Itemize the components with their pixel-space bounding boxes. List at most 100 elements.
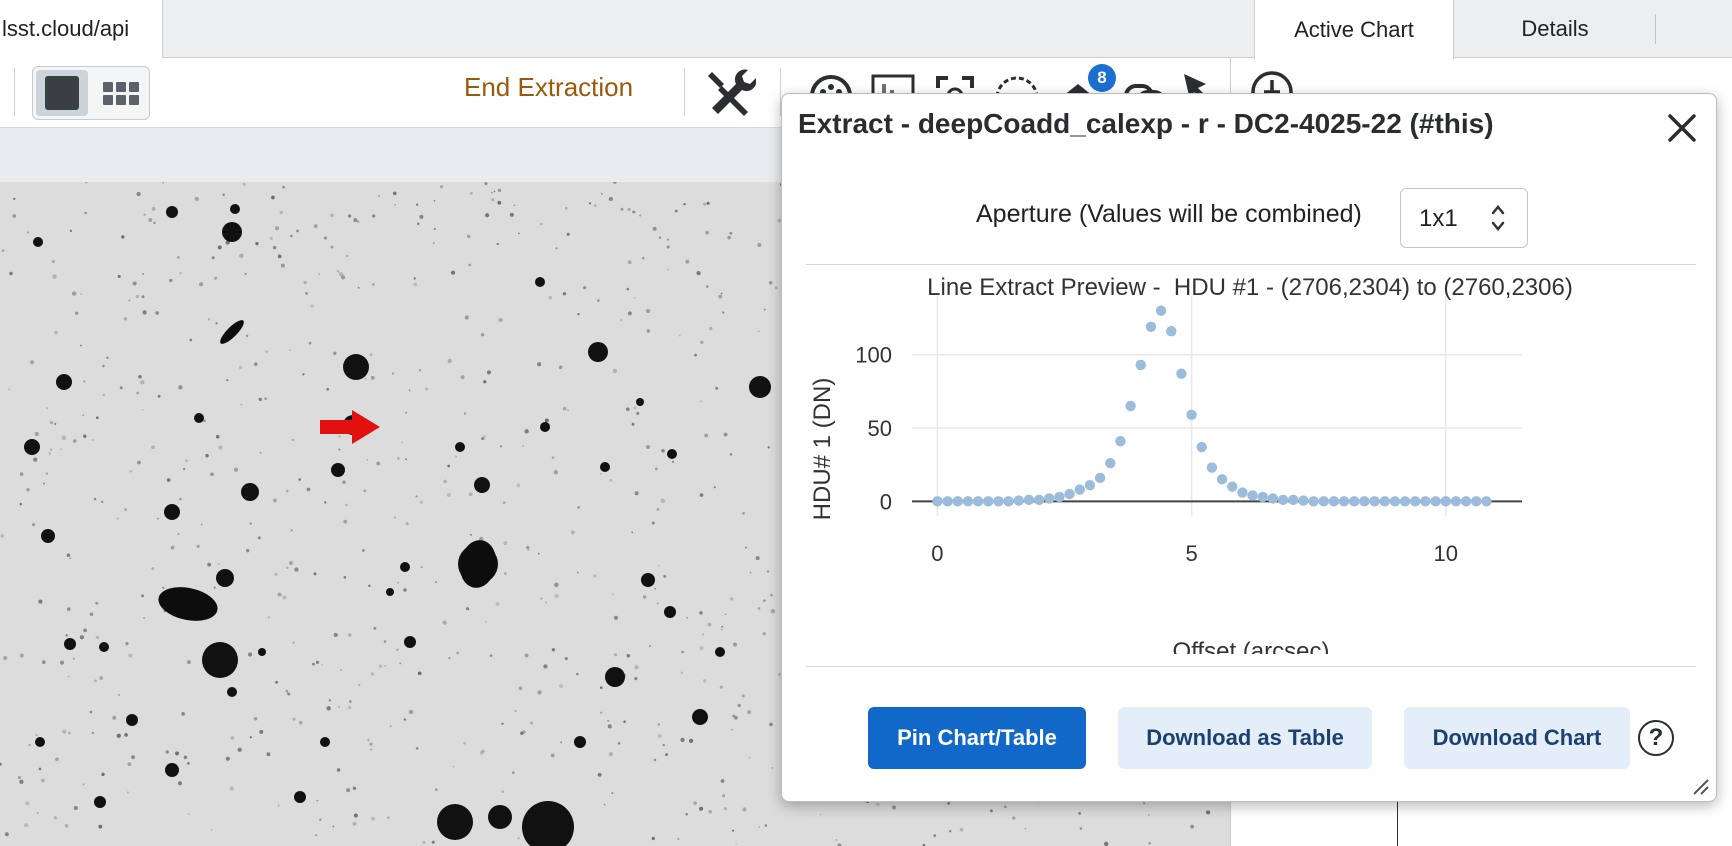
- noise-star: [657, 723, 660, 726]
- noise-star: [600, 192, 603, 195]
- noise-star: [361, 549, 365, 552]
- star: [41, 529, 55, 543]
- noise-star: [347, 214, 352, 218]
- grid-view-icon: [103, 81, 113, 92]
- noise-star: [151, 445, 155, 450]
- noise-star: [1147, 814, 1150, 816]
- noise-star: [558, 365, 563, 370]
- single-view-button[interactable]: [36, 70, 88, 116]
- noise-star: [199, 282, 204, 287]
- tab-strip: lsst.cloud/api: [0, 0, 1230, 58]
- end-extraction-button[interactable]: End Extraction: [464, 72, 634, 102]
- tools-icon[interactable]: [704, 66, 756, 122]
- extraction-arrow-icon[interactable]: [320, 410, 380, 444]
- data-point: [1054, 491, 1065, 503]
- noise-star: [352, 822, 357, 826]
- noise-star: [125, 642, 129, 646]
- noise-star: [72, 657, 76, 660]
- noise-star: [768, 281, 773, 285]
- noise-star: [352, 786, 357, 791]
- star: [166, 206, 178, 218]
- noise-star: [25, 801, 30, 806]
- noise-star: [835, 839, 838, 841]
- noise-star: [537, 552, 540, 555]
- noise-star: [65, 634, 68, 637]
- noise-star: [96, 416, 99, 420]
- noise-star: [947, 801, 951, 805]
- noise-star: [654, 587, 657, 590]
- noise-star: [371, 282, 375, 286]
- noise-star: [770, 593, 773, 597]
- tab-details[interactable]: Details: [1455, 0, 1655, 58]
- noise-star: [463, 741, 466, 745]
- tab-api[interactable]: lsst.cloud/api: [0, 0, 163, 58]
- noise-star: [83, 380, 86, 383]
- noise-star: [124, 508, 127, 511]
- noise-star: [162, 586, 165, 590]
- help-icon[interactable]: ?: [1638, 720, 1674, 756]
- noise-star: [155, 311, 159, 315]
- download-table-button[interactable]: Download as Table: [1118, 707, 1372, 769]
- noise-star: [177, 533, 180, 536]
- noise-star: [363, 489, 367, 493]
- close-button[interactable]: [1662, 108, 1702, 148]
- data-point: [1084, 480, 1096, 491]
- pin-chart-table-button[interactable]: Pin Chart/Table: [868, 707, 1086, 769]
- star: [35, 737, 45, 747]
- star: [404, 636, 416, 648]
- data-point: [1471, 496, 1482, 507]
- noise-star: [403, 718, 407, 721]
- data-point: [1267, 493, 1279, 504]
- noise-star: [446, 492, 451, 498]
- noise-star: [211, 256, 215, 260]
- noise-star: [258, 397, 262, 402]
- noise-star: [439, 185, 444, 189]
- noise-star: [415, 203, 419, 206]
- noise-star: [1012, 816, 1016, 820]
- noise-star: [267, 616, 271, 619]
- noise-star: [837, 843, 842, 846]
- noise-star: [455, 455, 458, 458]
- grid-view-icon: [103, 94, 113, 105]
- noise-star: [182, 467, 186, 471]
- aperture-value: 1x1: [1419, 205, 1458, 232]
- noise-star: [677, 837, 680, 841]
- noise-star: [731, 829, 735, 832]
- noise-star: [35, 734, 38, 737]
- noise-star: [330, 245, 334, 249]
- noise-star: [161, 182, 165, 184]
- noise-star: [299, 720, 303, 725]
- noise-star: [734, 716, 738, 720]
- noise-star: [83, 628, 87, 633]
- noise-star: [463, 412, 467, 415]
- noise-star: [493, 190, 496, 193]
- tab-active-chart[interactable]: Active Chart: [1254, 0, 1454, 59]
- aperture-select[interactable]: 1x1: [1400, 188, 1528, 248]
- data-point: [1298, 495, 1309, 506]
- noise-star: [651, 836, 655, 841]
- noise-star: [470, 533, 472, 536]
- noise-star: [551, 456, 555, 460]
- download-chart-button[interactable]: Download Chart: [1404, 707, 1630, 769]
- noise-star: [620, 207, 624, 211]
- noise-star: [95, 601, 99, 605]
- noise-star: [249, 522, 252, 525]
- noise-star: [175, 751, 179, 756]
- noise-star: [184, 459, 188, 463]
- noise-star: [537, 362, 542, 367]
- noise-star: [597, 772, 602, 777]
- noise-star: [376, 461, 381, 466]
- noise-star: [54, 330, 58, 335]
- noise-star: [196, 544, 200, 548]
- noise-star: [959, 827, 964, 832]
- noise-star: [497, 200, 502, 205]
- grid-view-button[interactable]: [96, 70, 146, 116]
- noise-star: [742, 511, 745, 515]
- star: [588, 342, 608, 362]
- resize-handle-icon[interactable]: [1690, 776, 1710, 796]
- noise-star: [415, 746, 419, 750]
- noise-star: [394, 203, 397, 206]
- noise-star: [415, 495, 418, 498]
- noise-star: [583, 286, 587, 290]
